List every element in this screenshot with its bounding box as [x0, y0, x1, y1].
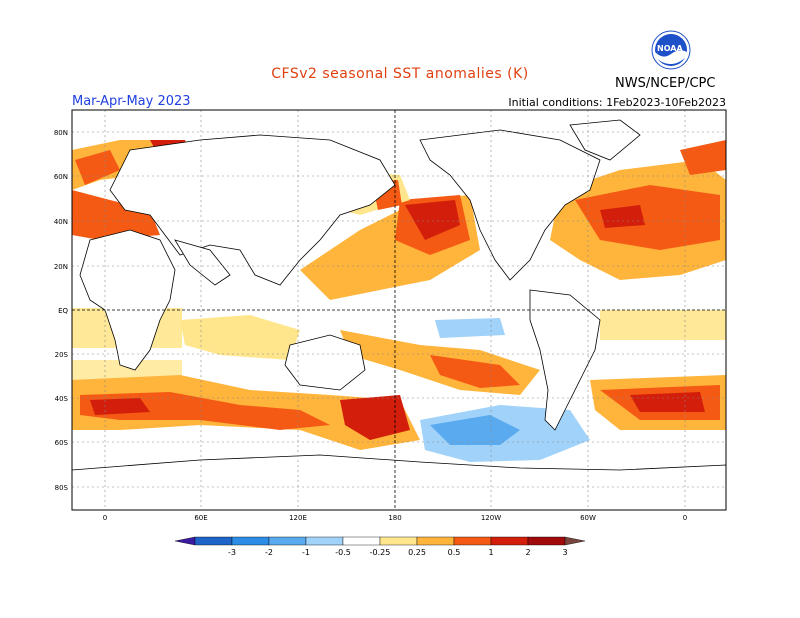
legend-swatch	[194, 536, 233, 546]
map-frame	[71, 109, 727, 511]
season-label: Mar-Apr-May 2023	[72, 94, 191, 109]
legend-label: -0.25	[370, 548, 391, 557]
lon-label: 180	[388, 514, 401, 522]
legend-label: -1	[302, 548, 310, 557]
legend-label: -0.5	[335, 548, 351, 557]
color-legend: -3 -2 -1 -0.5 -0.25 0.25 0.5 1 2 3	[174, 536, 586, 557]
legend-arrow-low	[174, 536, 196, 546]
lat-label: 20N	[54, 263, 68, 271]
anomaly-field	[72, 120, 726, 462]
legend-arrow-high	[564, 536, 586, 546]
legend-label: -3	[228, 548, 236, 557]
continents	[72, 119, 726, 510]
lat-label: 80N	[54, 129, 68, 137]
initial-conditions-label: Initial conditions: 1Feb2023-10Feb2023	[508, 96, 726, 109]
legend-swatch	[527, 536, 566, 546]
legend-label: -2	[265, 548, 273, 557]
lon-label: 0	[683, 514, 687, 522]
lat-label: EQ	[58, 307, 68, 315]
lon-label: 60W	[580, 514, 596, 522]
legend-label: 0.25	[408, 548, 426, 557]
noaa-logo-text: NOAA	[657, 44, 683, 53]
noaa-logo-icon	[651, 30, 691, 70]
lon-label: 120W	[481, 514, 501, 522]
map-title: CFSv2 seasonal SST anomalies (K)	[271, 66, 529, 82]
legend-swatch	[268, 536, 307, 546]
lat-label: 80S	[55, 484, 69, 492]
legend-swatch	[342, 536, 381, 546]
lon-label: 120E	[289, 514, 307, 522]
legend-swatch	[305, 536, 344, 546]
lat-label: 40S	[55, 395, 69, 403]
legend-swatch	[453, 536, 492, 546]
legend-swatch	[379, 536, 418, 546]
lon-label: 0	[103, 514, 107, 522]
lat-label: 60S	[55, 439, 69, 447]
lat-label: 20S	[55, 351, 69, 359]
legend-label: 3	[562, 548, 567, 557]
agency-label: NWS/NCEP/CPC	[615, 76, 716, 91]
legend-swatch	[490, 536, 529, 546]
equator-dateline	[72, 110, 726, 510]
lat-label: 40N	[54, 218, 68, 226]
legend-label: 0.5	[448, 548, 461, 557]
legend-swatch	[416, 536, 455, 546]
lat-label: 60N	[54, 173, 68, 181]
lon-label: 60E	[194, 514, 207, 522]
legend-label: 1	[488, 548, 493, 557]
legend-label: 2	[525, 548, 530, 557]
legend-swatch	[231, 536, 270, 546]
